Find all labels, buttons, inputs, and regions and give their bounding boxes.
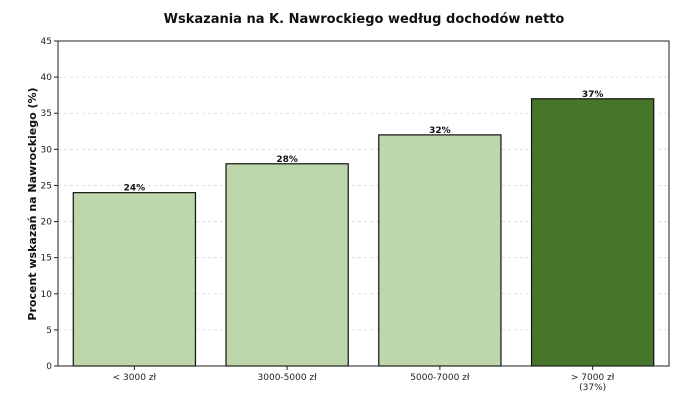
x-tick-label: 5000-7000 zł: [410, 373, 470, 383]
y-tick-label: 45: [41, 37, 52, 47]
x-tick-label: 3000-5000 zł: [258, 373, 318, 383]
y-tick-label: 10: [41, 290, 53, 300]
data-label: 28%: [276, 155, 298, 165]
data-label: 37%: [582, 90, 604, 100]
y-axis-label: Procent wskazań na Nawrockiego (%): [26, 87, 39, 320]
bars: [72, 98, 655, 367]
data-label: 24%: [124, 184, 146, 194]
x-tick-label: < 3000 zł: [113, 373, 157, 383]
x-tick-label: > 7000 zł (37%): [571, 373, 615, 393]
y-tick-label: 20: [41, 218, 53, 228]
y-tick-label: 0: [46, 362, 52, 372]
y-tick-label: 40: [41, 73, 53, 83]
data-label: 32%: [429, 126, 451, 136]
bar: [72, 192, 197, 367]
y-tick-label: 35: [41, 109, 52, 119]
y-tick-label: 15: [41, 254, 52, 264]
bar: [378, 134, 502, 367]
bar: [530, 98, 655, 367]
data-labels: 24% 28% 32% 37%: [124, 90, 604, 194]
y-tick-label: 25: [41, 181, 52, 191]
plot-frame: [57, 40, 670, 367]
chart-title: Wskazania na K. Nawrockiego według docho…: [164, 12, 565, 27]
bar: [225, 163, 349, 367]
y-tick-label: 5: [46, 326, 52, 336]
y-tick-label: 30: [41, 145, 53, 155]
axis-ticks: 0 5 10 15 20 25 30 35 40 45 < 3000 zł 3000-5000 zł 5…: [41, 37, 615, 393]
